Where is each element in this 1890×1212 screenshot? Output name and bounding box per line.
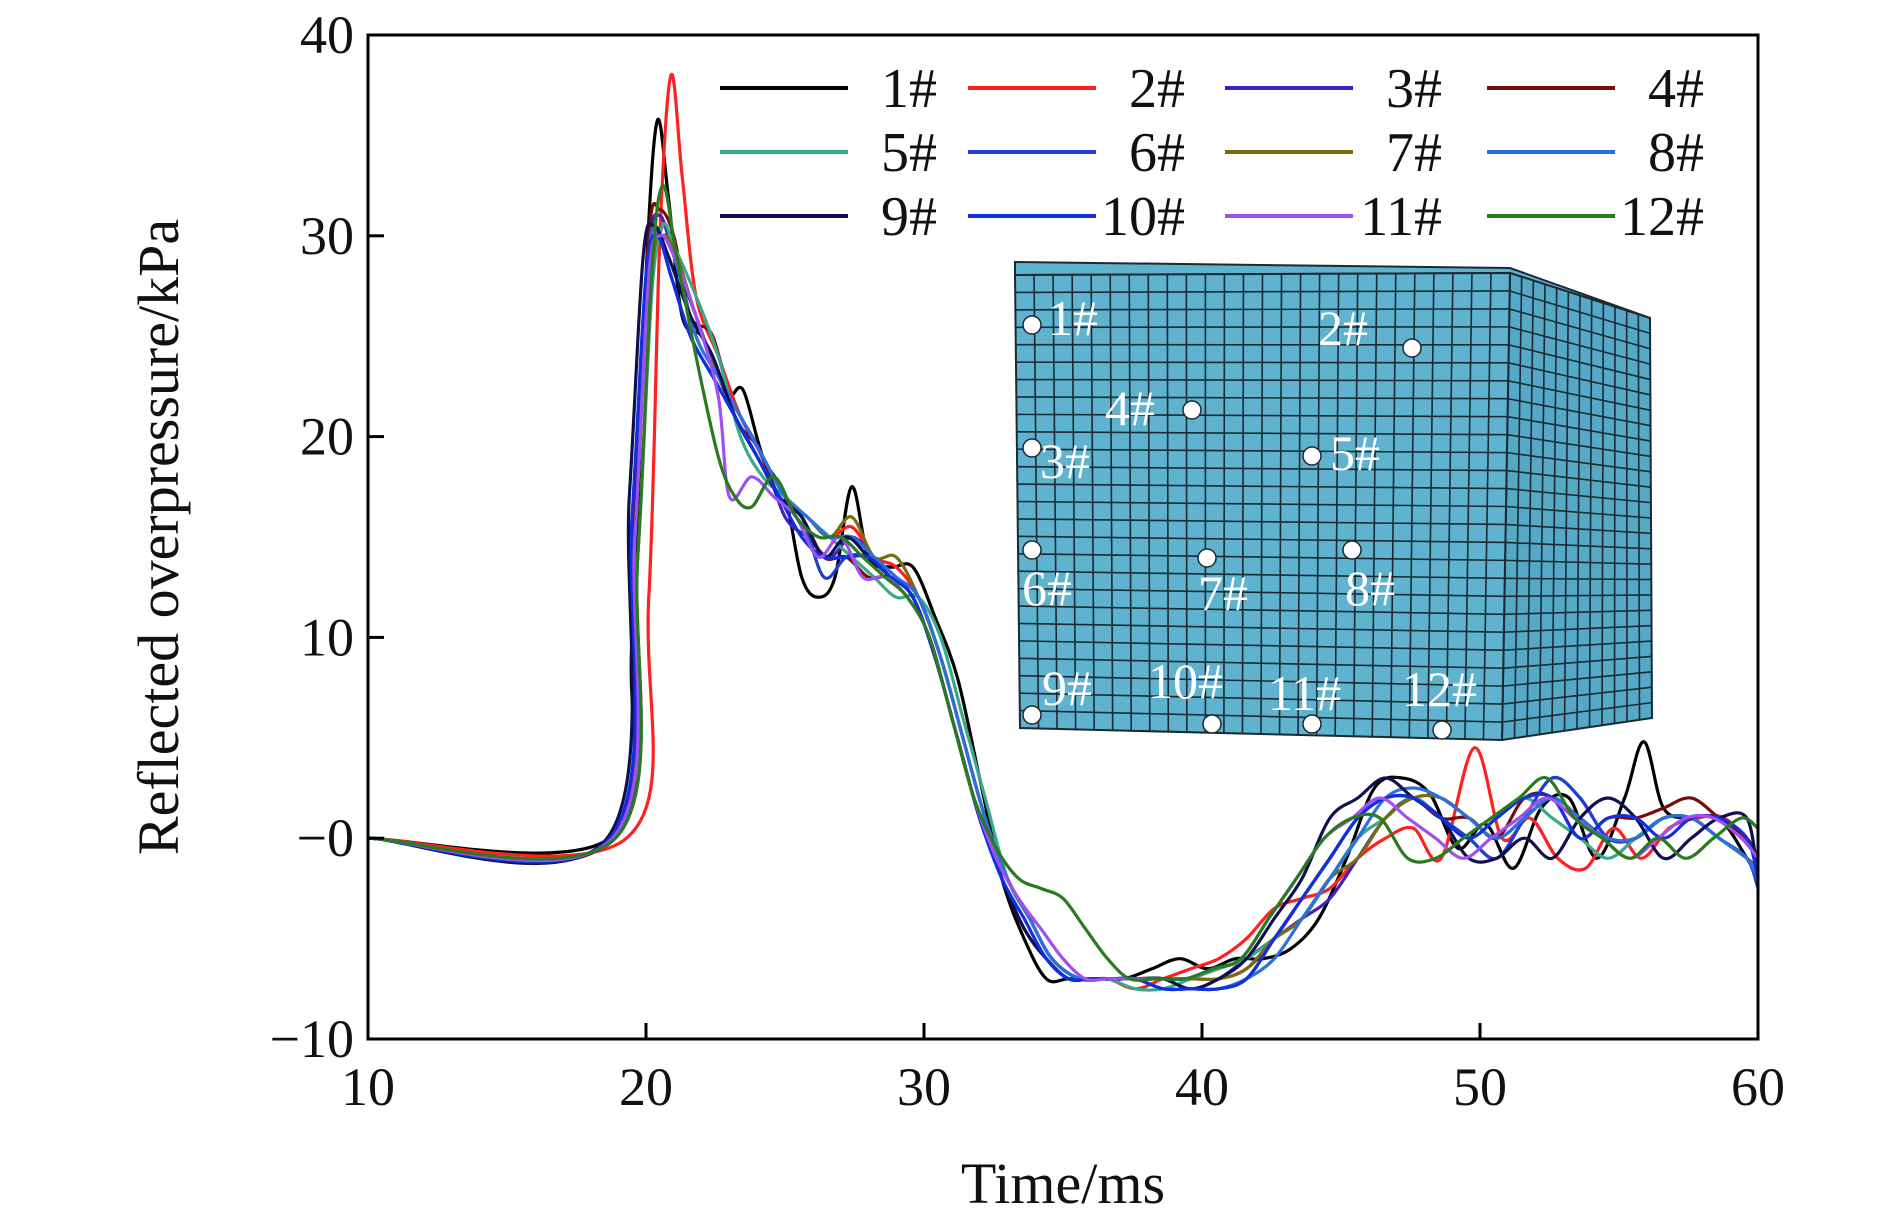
series-line-12 — [368, 183, 1758, 982]
sensor-layout-inset: 1# 2# 3# 4# 5# 6# 7# 8# 9# 10# 11# 12# — [1013, 260, 1654, 742]
sensor-point-10 — [1202, 714, 1222, 734]
sensor-label-4: 4# — [1105, 380, 1155, 436]
y-tick-label: 40 — [300, 5, 354, 65]
legend-label-5: 5# — [881, 122, 937, 184]
sensor-label-2: 2# — [1318, 300, 1368, 356]
ticks-layer: 10 20 30 40 50 60 −10 −0 10 20 30 40 — [270, 5, 1785, 1117]
sensor-point-11 — [1302, 714, 1322, 734]
legend-label-8: 8# — [1648, 122, 1704, 184]
legend-label-3: 3# — [1386, 58, 1442, 120]
sensor-point-12 — [1432, 720, 1452, 740]
legend-label-6: 6# — [1129, 122, 1185, 184]
sensor-point-1 — [1022, 315, 1042, 335]
sensor-label-1: 1# — [1048, 290, 1098, 346]
x-tick-label: 50 — [1453, 1057, 1507, 1117]
box-mesh — [1015, 273, 1653, 740]
x-tick-label: 60 — [1731, 1057, 1785, 1117]
x-axis-label: Time/ms — [961, 1151, 1165, 1212]
sensor-label-5: 5# — [1330, 425, 1380, 481]
legend-label-12: 12# — [1620, 186, 1704, 248]
sensor-label-8: 8# — [1345, 560, 1395, 616]
sensor-point-3 — [1022, 438, 1042, 458]
sensor-point-2 — [1402, 338, 1422, 358]
x-tick-label: 20 — [619, 1057, 673, 1117]
x-tick-label: 10 — [341, 1057, 395, 1117]
sensor-label-10: 10# — [1148, 653, 1223, 709]
sensor-label-6: 6# — [1022, 560, 1072, 616]
legend-label-9: 9# — [881, 186, 937, 248]
sensor-point-4 — [1182, 400, 1202, 420]
legend-label-7: 7# — [1386, 122, 1442, 184]
legend-label-2: 2# — [1129, 58, 1185, 120]
sensor-label-9: 9# — [1042, 660, 1092, 716]
legend-label-11: 11# — [1360, 186, 1442, 248]
legend-label-4: 4# — [1648, 58, 1704, 120]
sensor-point-5 — [1302, 446, 1322, 466]
sensor-point-9 — [1022, 705, 1042, 725]
sensor-label-11: 11# — [1268, 665, 1341, 721]
sensor-point-6 — [1022, 540, 1042, 560]
plot-frame — [366, 33, 1760, 1041]
legend-label-1: 1# — [881, 58, 937, 120]
y-tick-label: −10 — [270, 1009, 354, 1069]
sensor-label-12: 12# — [1402, 661, 1477, 717]
x-tick-label: 40 — [1175, 1057, 1229, 1117]
y-tick-label: 20 — [300, 407, 354, 467]
y-axis-label: Reflected overpressure/kPa — [126, 219, 191, 855]
y-tick-label: −0 — [297, 808, 354, 868]
y-tick-label: 30 — [300, 206, 354, 266]
y-tick-label: 10 — [300, 607, 354, 667]
series-layer — [368, 72, 1758, 992]
legend: 1# 2# 3# 4# 5# 6# 7# 8# 9# 10# 11# 12# — [720, 58, 1704, 248]
x-tick-label: 30 — [897, 1057, 951, 1117]
sensor-label-7: 7# — [1198, 565, 1248, 621]
sensor-point-7 — [1197, 548, 1217, 568]
sensor-point-8 — [1342, 540, 1362, 560]
series-line-11 — [368, 233, 1758, 982]
legend-label-10: 10# — [1101, 186, 1185, 248]
sensor-label-3: 3# — [1040, 433, 1090, 489]
